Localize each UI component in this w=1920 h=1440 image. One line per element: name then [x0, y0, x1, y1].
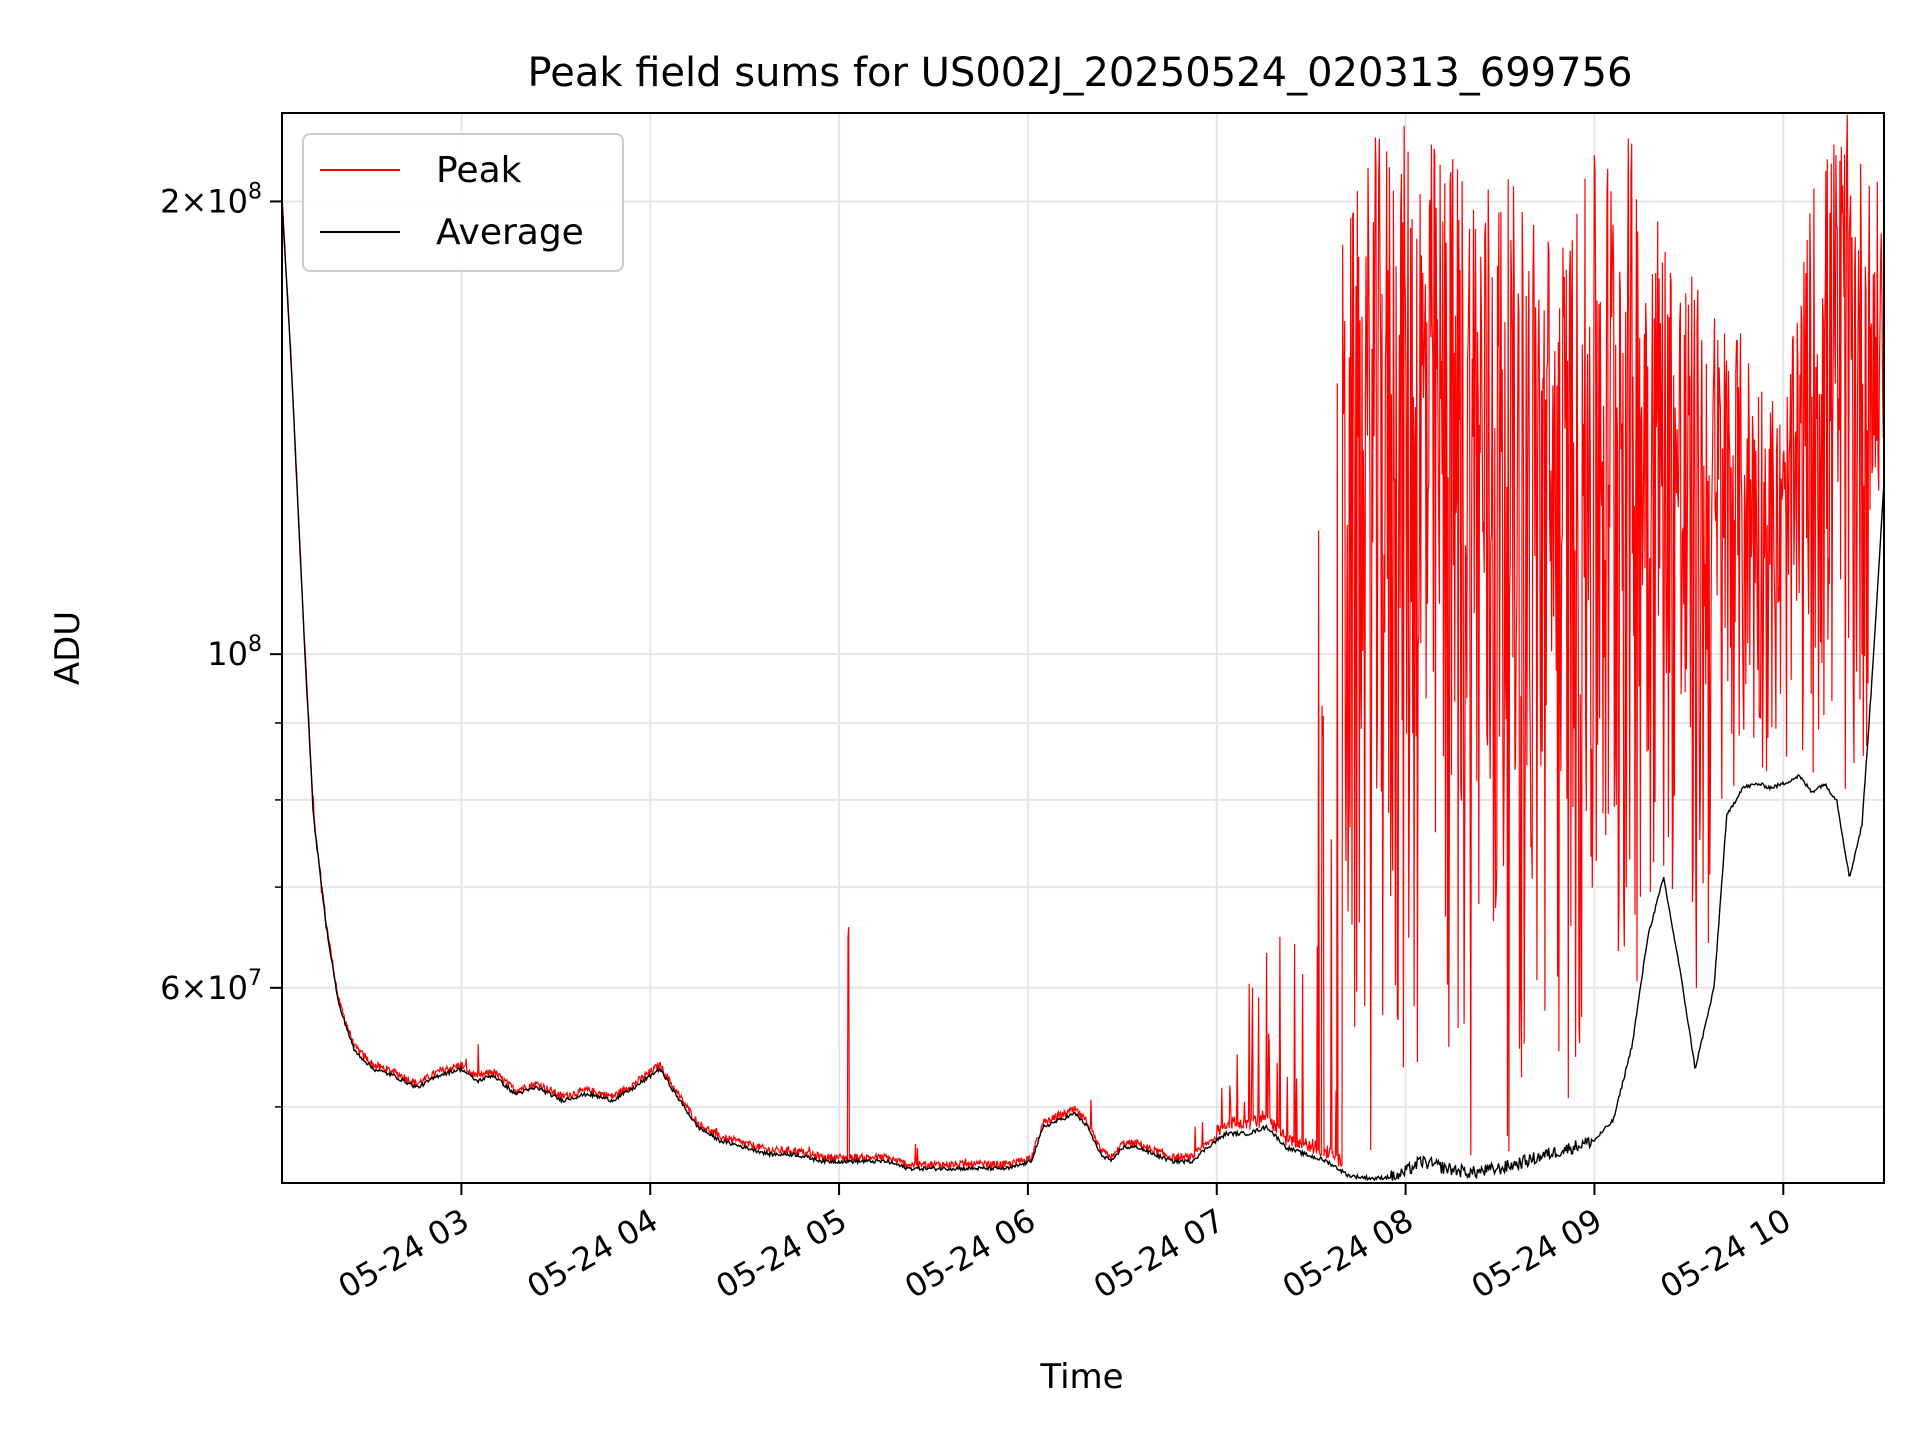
y-axis-label: ADU	[48, 611, 88, 685]
grid	[282, 113, 1884, 1183]
legend-box	[302, 133, 624, 272]
legend: Peak Average	[302, 133, 624, 272]
series-layer	[281, 114, 1885, 1182]
series-peak-line	[281, 114, 1885, 1171]
legend-label-average: Average	[436, 212, 584, 253]
series-average-line	[281, 201, 1885, 1182]
x-axis-label: Time	[1039, 1357, 1123, 1397]
y-tick-label: 108	[207, 632, 262, 673]
plot-frame	[281, 112, 1885, 1184]
legend-label-peak: Peak	[436, 150, 522, 191]
chart-title: Peak field sums for US002J_20250524_0203…	[528, 50, 1633, 96]
y-tick-label: 6×107	[160, 966, 262, 1007]
y-tick-label: 2×108	[160, 179, 262, 220]
